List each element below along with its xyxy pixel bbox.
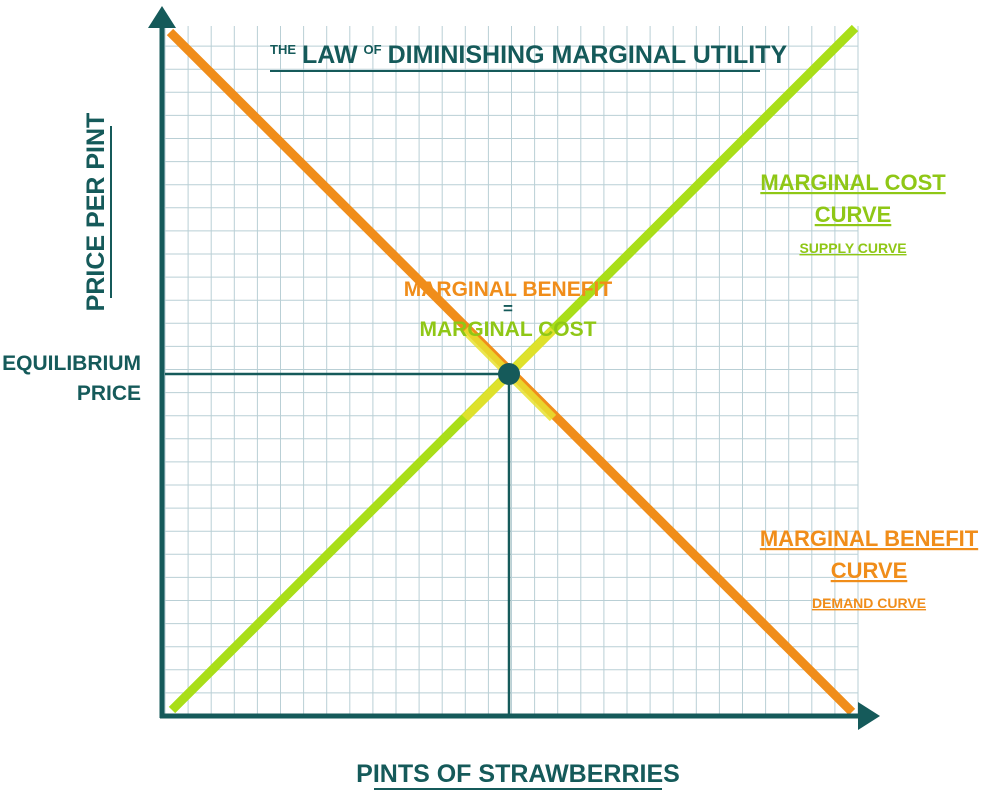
cost-curve-label-1: MARGINAL COST	[760, 170, 946, 195]
equilibrium-point	[498, 363, 520, 385]
equilibrium-price-label-2: PRICE	[77, 382, 141, 405]
benefit-curve-sub: DEMAND CURVE	[812, 595, 926, 611]
x-axis-arrow-icon	[858, 702, 880, 730]
title-prefix: THE	[270, 42, 296, 57]
equilibrium-price-label-1: EQUILIBRIUM	[2, 352, 141, 375]
y-axis-arrow-icon	[148, 6, 176, 28]
x-axis-label: PINTS OF STRAWBERRIES	[356, 760, 680, 788]
page-title: THE LAW OF DIMINISHING MARGINAL UTILITY	[270, 41, 787, 69]
title-of: OF	[364, 42, 382, 57]
center-label-benefit: MARGINAL BENEFIT	[404, 278, 613, 301]
cost-curve-sub: SUPPLY CURVE	[799, 240, 906, 256]
cost-curve-label-2: CURVE	[815, 202, 892, 227]
center-label-cost: MARGINAL COST	[420, 318, 597, 341]
title-main-2: DIMINISHING MARGINAL UTILITY	[388, 41, 788, 69]
title-main-1: LAW	[302, 41, 358, 69]
y-axis-label: PRICE PER PINT	[82, 113, 110, 312]
center-label-equals: =	[503, 299, 513, 318]
benefit-curve-label-1: MARGINAL BENEFIT	[760, 526, 979, 551]
benefit-curve-label-2: CURVE	[831, 558, 908, 583]
